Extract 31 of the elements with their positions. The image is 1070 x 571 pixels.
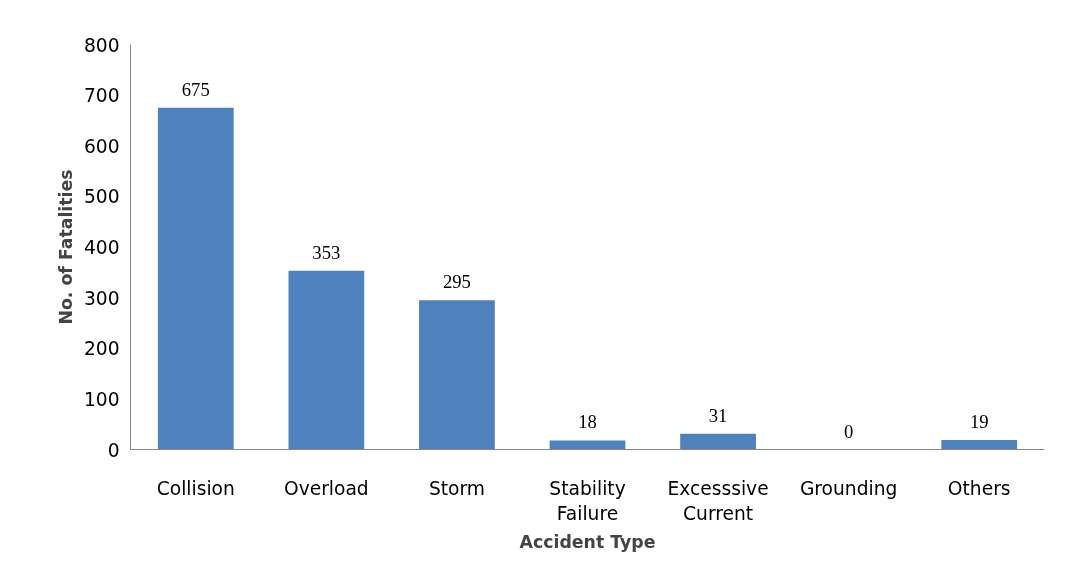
data-label: 295 (442, 271, 471, 293)
x-tick-label: Grounding (799, 477, 898, 499)
y-tick-label: 800 (83, 34, 120, 56)
x-tick-label: Excesssive Current (667, 477, 769, 524)
y-tick-label: 600 (83, 135, 120, 157)
data-label: 31 (708, 404, 728, 426)
data-label: 353 (312, 241, 341, 263)
bar (549, 440, 626, 450)
x-tick-label: Overload (283, 477, 369, 499)
y-tick-label: 300 (83, 287, 120, 309)
y-tick-label: 700 (83, 85, 120, 107)
data-label: 675 (181, 78, 210, 100)
y-tick-label: 200 (83, 338, 120, 360)
x-tick-label: Storm (428, 477, 485, 499)
data-label: 0 (843, 420, 854, 442)
y-tick-label: 100 (83, 388, 120, 410)
y-axis-title: No. of Fatalities (55, 169, 76, 325)
x-tick-label: Stability Failure (549, 477, 626, 524)
y-tick-label: 400 (83, 237, 120, 258)
x-axis-title: Accident Type (519, 531, 656, 552)
bar (680, 433, 756, 450)
bar (419, 300, 495, 450)
y-tick-label: 500 (83, 186, 120, 208)
x-tick-label: Others (947, 477, 1011, 499)
y-tick-label: 0 (107, 439, 120, 461)
bar (288, 270, 365, 450)
bar (157, 107, 234, 450)
data-label: 19 (969, 410, 989, 432)
data-label: 18 (578, 411, 597, 433)
x-tick-label: Collision (156, 477, 235, 499)
bar (941, 439, 1018, 450)
